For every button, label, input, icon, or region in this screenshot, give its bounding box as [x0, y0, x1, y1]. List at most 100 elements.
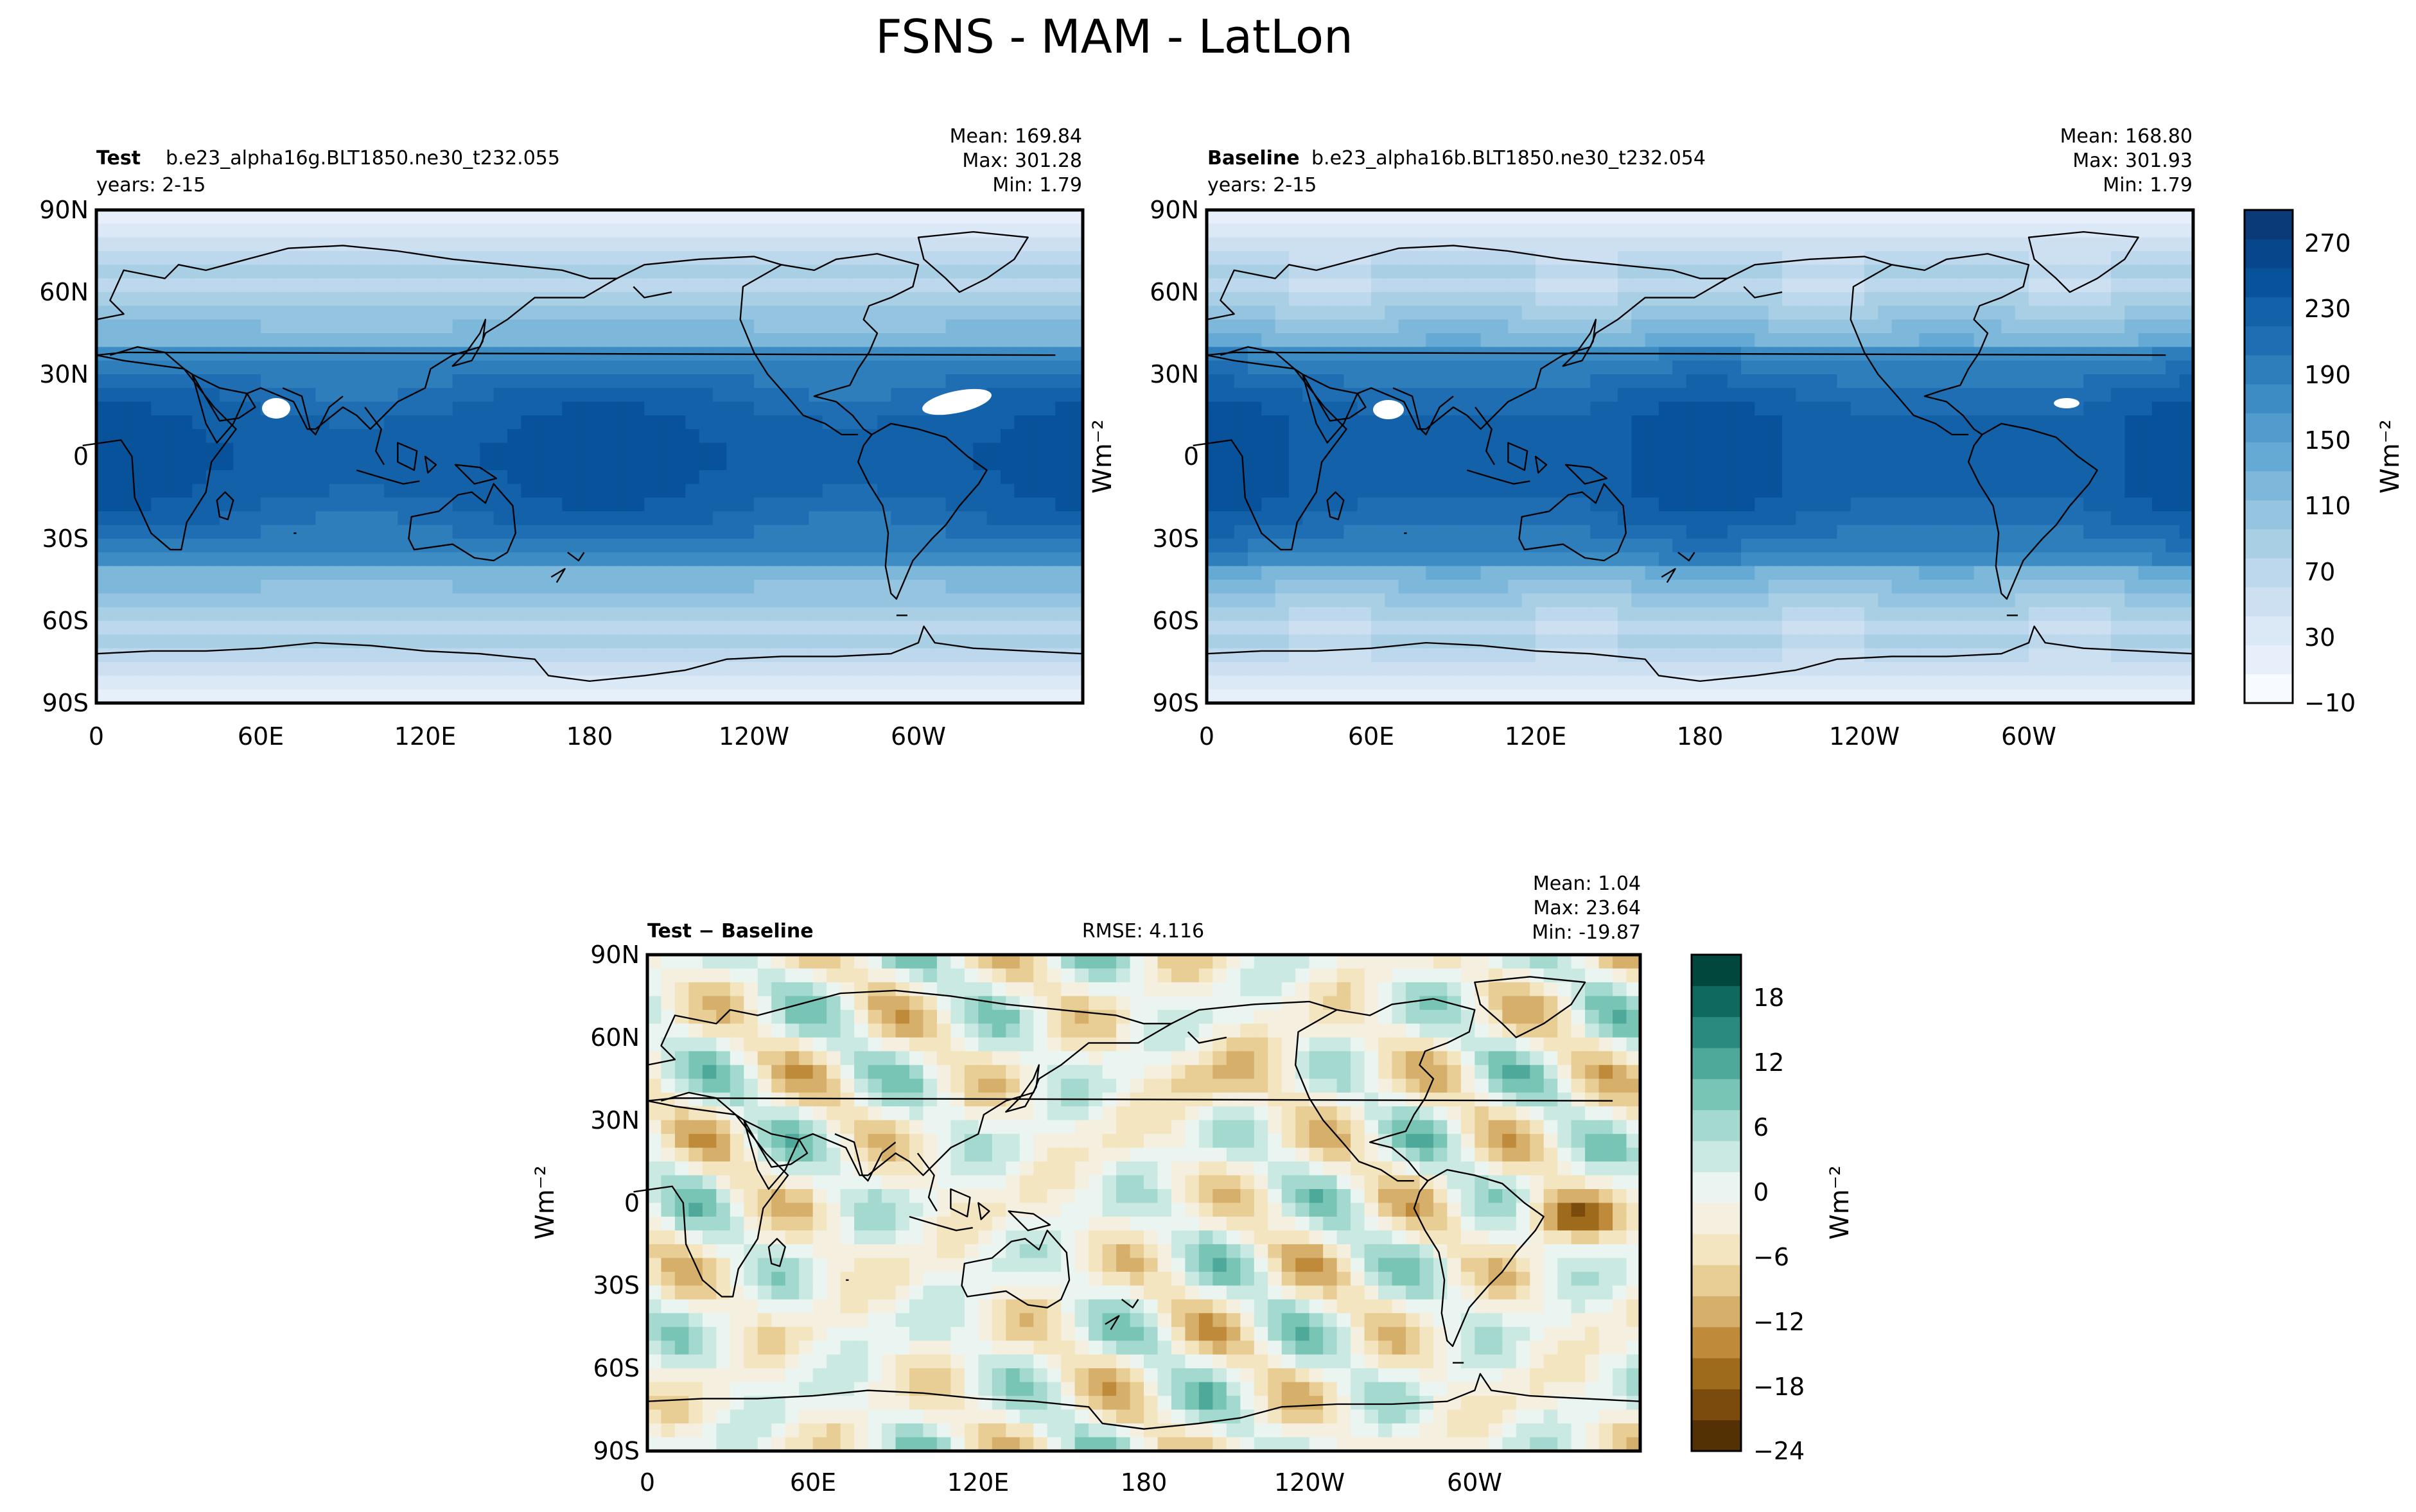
map-cell — [2001, 511, 2016, 526]
map-cell — [2070, 607, 2084, 621]
map-cell — [1344, 566, 1358, 580]
map-cell — [2042, 278, 2057, 293]
map-cell — [1412, 306, 1426, 320]
map-cell — [1207, 607, 1221, 621]
map-cell — [1536, 265, 1550, 279]
map-cell — [411, 634, 426, 649]
map-cell — [1494, 552, 1509, 567]
map-cell — [1426, 360, 1440, 375]
map-cell — [1357, 306, 1372, 320]
map-cell — [1248, 442, 1262, 457]
map-cell — [1974, 607, 1988, 621]
map-cell — [2029, 374, 2043, 388]
map-cell — [590, 552, 604, 567]
map-cell — [1453, 566, 1467, 580]
map-cell — [534, 607, 549, 621]
map-cell — [274, 429, 289, 444]
map-cell — [2138, 442, 2153, 457]
map-cell — [1385, 511, 1399, 526]
map-cell — [754, 648, 768, 663]
map-cell — [1275, 333, 1290, 347]
map-cell — [1905, 210, 1920, 224]
map-cell — [631, 648, 645, 663]
map-cell — [1590, 306, 1605, 320]
map-cell — [123, 634, 138, 649]
map-cell — [452, 265, 467, 279]
map-cell — [164, 607, 179, 621]
map-cell — [164, 429, 179, 444]
map-cell — [1988, 593, 2002, 608]
map-cell — [370, 470, 385, 485]
map-cell — [1412, 278, 1426, 293]
map-cell — [877, 210, 891, 224]
map-cell — [2097, 593, 2112, 608]
map-cell — [288, 251, 302, 265]
map-cell — [1618, 552, 1632, 567]
map-cell — [452, 566, 467, 580]
map-cell — [1823, 415, 1837, 430]
map-cell — [1796, 265, 1810, 279]
map-cell — [466, 552, 480, 567]
map-cell — [1069, 333, 1083, 347]
map-cell — [1426, 210, 1440, 224]
map-cell — [1549, 552, 1564, 567]
map-cell — [822, 442, 837, 457]
map-cell — [110, 511, 125, 526]
map-cell — [726, 360, 741, 375]
map-cell — [1014, 374, 1029, 388]
panel-test-frame — [94, 208, 1085, 705]
map-cell — [1412, 525, 1426, 539]
map-cell — [384, 319, 398, 334]
map-cell — [1727, 456, 1742, 471]
map-cell — [151, 360, 166, 375]
map-cell — [850, 511, 864, 526]
map-cell — [986, 374, 1001, 388]
map-cell — [1577, 456, 1591, 471]
map-cell — [631, 292, 645, 306]
map-cell — [123, 525, 138, 539]
map-cell — [932, 333, 947, 347]
map-cell — [1864, 539, 1878, 553]
map-cell — [767, 511, 782, 526]
map-cell — [206, 675, 220, 690]
map-cell — [1330, 374, 1344, 388]
map-cell — [1453, 347, 1467, 361]
map-cell — [1878, 237, 1893, 252]
map-cell — [699, 237, 713, 252]
map-cell — [1618, 278, 1632, 293]
map-cell — [2083, 278, 2098, 293]
map-cell — [1344, 634, 1358, 649]
map-cell — [206, 648, 220, 663]
map-cell — [1919, 621, 1934, 635]
map-cell — [1974, 525, 1988, 539]
map-cell — [1426, 333, 1440, 347]
map-cell — [1727, 210, 1742, 224]
map-cell — [493, 470, 508, 485]
map-cell — [672, 210, 686, 224]
map-cell — [1028, 237, 1042, 252]
map-cell — [1563, 621, 1577, 635]
map-cell — [1536, 566, 1550, 580]
map-cell — [384, 442, 398, 457]
map-cell — [2029, 566, 2043, 580]
map-cell — [1398, 347, 1413, 361]
map-cell — [1014, 675, 1029, 690]
map-cell — [411, 223, 426, 238]
map-cell — [1782, 498, 1796, 512]
map-cell — [439, 580, 453, 594]
map-cell — [1645, 498, 1659, 512]
map-cell — [164, 292, 179, 306]
map-cell — [822, 634, 837, 649]
map-cell — [685, 265, 700, 279]
map-cell — [384, 607, 398, 621]
map-cell — [1604, 621, 1618, 635]
map-cell — [521, 552, 536, 567]
map-cell — [1426, 442, 1440, 457]
map-cell — [1330, 580, 1344, 594]
map-cell — [1014, 662, 1029, 676]
map-cell — [2097, 319, 2112, 334]
map-cell — [164, 580, 179, 594]
map-cell — [1014, 278, 1029, 293]
map-cell — [1604, 251, 1618, 265]
map-cell — [1631, 292, 1646, 306]
